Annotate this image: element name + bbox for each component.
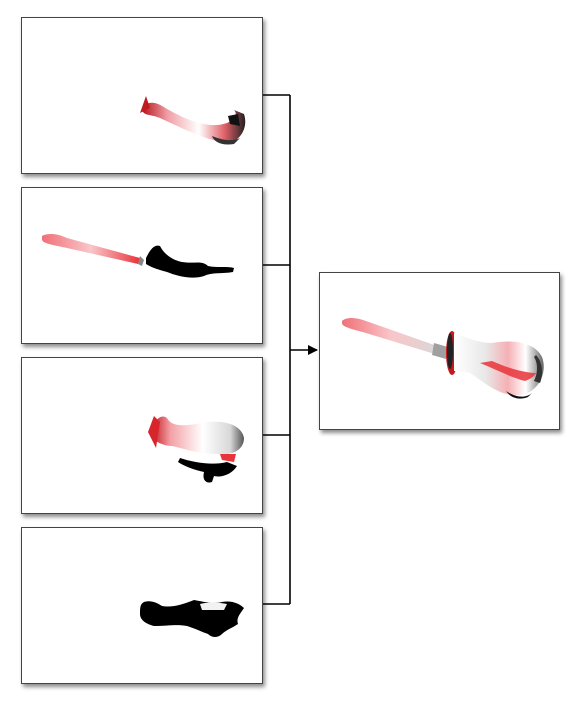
silhouette-render	[140, 600, 244, 637]
handle-bulb-render	[148, 416, 244, 483]
input-view-3	[21, 357, 263, 514]
input-view-1	[21, 17, 263, 174]
shaft-render	[42, 233, 234, 278]
full-screwdriver-render	[342, 318, 544, 399]
handle-fragment-render	[140, 96, 246, 145]
input-view-4	[21, 527, 263, 684]
merged-output-view	[319, 272, 560, 430]
input-view-2	[21, 187, 263, 344]
